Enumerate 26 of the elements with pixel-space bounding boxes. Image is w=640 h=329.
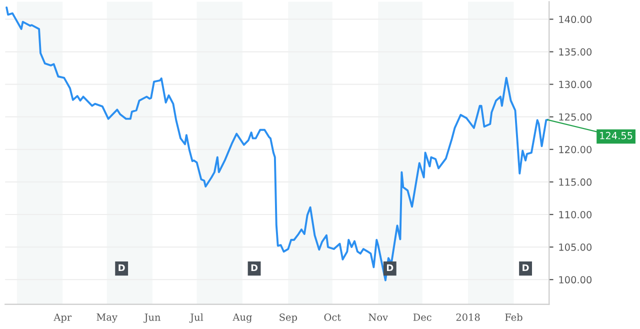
line-series [6, 6, 549, 282]
x-tick-label: Feb [505, 313, 522, 321]
y-tick-label: 140.00 [559, 16, 592, 24]
x-tick-label: Dec [413, 314, 432, 321]
annotation: 124.55 [600, 132, 632, 140]
y-tick-label: 110.00 [559, 210, 592, 218]
x-tick-label: Sep [280, 314, 298, 323]
x-tick-label: May [96, 314, 118, 323]
x-tick-label: Jun [144, 314, 160, 323]
y-tick-label: 120.00 [559, 146, 592, 154]
x-tick-label: Jul [189, 313, 204, 323]
annotation: D [522, 264, 529, 272]
x-tick-label: 2018 [456, 314, 480, 321]
x-tick-label: Apr [54, 314, 72, 323]
y-tick-label: 105.00 [559, 244, 592, 251]
y-tick-label: 125.00 [559, 113, 592, 121]
y-tick-label: 100.00 [559, 276, 592, 284]
x-tick-label: Nov [368, 314, 388, 321]
annotation: D [118, 264, 125, 272]
x-tick-label: Oct [324, 314, 341, 321]
x-tick-label: Aug [232, 314, 252, 323]
annotation: D [386, 264, 394, 272]
y-tick-label: 130.00 [559, 80, 592, 88]
y-tick-label: 115.00 [559, 178, 592, 186]
annotation: D [251, 264, 258, 272]
y-tick-label: 135.00 [559, 48, 592, 56]
